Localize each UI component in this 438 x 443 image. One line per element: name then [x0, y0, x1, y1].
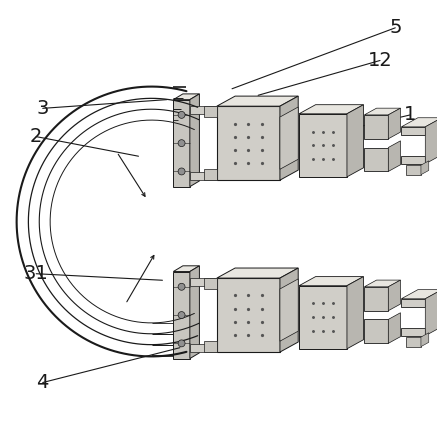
Polygon shape — [364, 148, 389, 171]
Polygon shape — [190, 344, 217, 352]
Polygon shape — [421, 333, 429, 346]
Text: 1: 1 — [404, 105, 417, 124]
Polygon shape — [347, 105, 364, 177]
Text: 5: 5 — [389, 18, 402, 37]
Polygon shape — [299, 276, 364, 286]
Polygon shape — [364, 319, 389, 343]
Polygon shape — [406, 337, 421, 346]
Polygon shape — [425, 118, 438, 164]
Text: 3: 3 — [36, 99, 49, 118]
Circle shape — [178, 284, 185, 290]
Circle shape — [178, 168, 185, 175]
Polygon shape — [173, 94, 199, 100]
Polygon shape — [204, 169, 217, 180]
Polygon shape — [217, 106, 280, 180]
Polygon shape — [190, 106, 217, 114]
Polygon shape — [364, 108, 400, 115]
Polygon shape — [401, 328, 425, 336]
Polygon shape — [406, 165, 421, 175]
Polygon shape — [280, 96, 298, 180]
Polygon shape — [389, 141, 400, 171]
Polygon shape — [217, 268, 298, 278]
Polygon shape — [389, 313, 400, 343]
Polygon shape — [299, 114, 347, 177]
Polygon shape — [401, 118, 438, 127]
Polygon shape — [401, 299, 425, 307]
Text: 2: 2 — [30, 127, 42, 146]
Circle shape — [178, 111, 185, 118]
Text: 31: 31 — [24, 264, 49, 283]
Polygon shape — [204, 278, 217, 289]
Polygon shape — [389, 280, 400, 311]
Polygon shape — [217, 96, 298, 106]
Polygon shape — [173, 100, 190, 187]
Polygon shape — [280, 107, 298, 169]
Circle shape — [178, 311, 185, 319]
Circle shape — [178, 340, 185, 347]
Polygon shape — [217, 278, 280, 352]
Polygon shape — [204, 106, 217, 117]
Text: 12: 12 — [367, 51, 392, 70]
Polygon shape — [347, 276, 364, 349]
Polygon shape — [401, 127, 425, 135]
Text: 4: 4 — [36, 373, 49, 392]
Polygon shape — [364, 287, 389, 311]
Polygon shape — [364, 280, 400, 287]
Polygon shape — [173, 266, 199, 272]
Circle shape — [178, 140, 185, 147]
Polygon shape — [190, 94, 199, 187]
Polygon shape — [204, 341, 217, 352]
Polygon shape — [280, 279, 298, 341]
Polygon shape — [190, 172, 217, 180]
Polygon shape — [364, 115, 389, 139]
Polygon shape — [425, 290, 438, 336]
Polygon shape — [389, 108, 400, 139]
Polygon shape — [421, 161, 429, 175]
Polygon shape — [190, 266, 199, 358]
Polygon shape — [173, 272, 190, 358]
Polygon shape — [299, 286, 347, 349]
Polygon shape — [190, 278, 217, 286]
Polygon shape — [401, 290, 438, 299]
Polygon shape — [280, 268, 298, 352]
Polygon shape — [299, 105, 364, 114]
Polygon shape — [401, 156, 425, 164]
